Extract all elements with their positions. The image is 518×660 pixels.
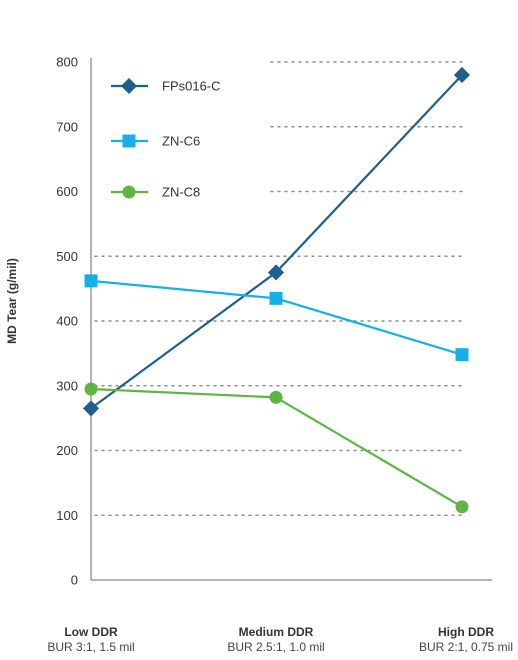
legend-item-0: FPs016-C	[111, 77, 221, 95]
series-0	[82, 66, 471, 417]
y-tick-label-0: 0	[71, 573, 78, 588]
data-point-1-2	[455, 348, 469, 362]
y-tick-label-400: 400	[56, 314, 78, 329]
legend-item-1: ZN-C6	[111, 134, 200, 149]
y-tick-label-200: 200	[56, 443, 78, 458]
x-category-subtitle-1: BUR 2.5:1, 1.0 mil	[227, 640, 324, 654]
x-category-subtitle-2: BUR 2:1, 0.75 mil	[419, 640, 513, 654]
y-tick-label-100: 100	[56, 508, 78, 523]
data-point-0-0	[82, 400, 100, 417]
legend: FPs016-C ZN-C6 ZN-C8	[111, 77, 221, 200]
y-axis-label: MD Tear (g/mil)	[5, 258, 19, 344]
x-category-title-1: Medium DDR	[239, 625, 314, 639]
y-tick-label-600: 600	[56, 184, 78, 199]
data-point-0-2	[453, 66, 471, 84]
legend-label-1: ZN-C6	[162, 134, 200, 149]
y-tick-label-500: 500	[56, 249, 78, 264]
gridlines	[94, 61, 463, 516]
y-tick-labels: 0 100 200 300 400 500 600 700 800	[56, 55, 78, 588]
data-point-2-1	[269, 390, 283, 404]
data-point-0-1	[267, 264, 285, 281]
axes	[90, 58, 492, 581]
data-point-2-2	[455, 500, 469, 514]
series-lines	[82, 66, 471, 514]
legend-item-2: ZN-C8	[111, 185, 200, 200]
series-1	[84, 274, 469, 362]
data-point-2-0	[84, 382, 98, 396]
legend-label-0: FPs016-C	[162, 79, 221, 94]
legend-marker-1	[122, 134, 136, 148]
x-category-title-2: High DDR	[438, 625, 494, 639]
legend-marker-0	[120, 77, 138, 95]
y-tick-label-700: 700	[56, 119, 78, 134]
x-category-subtitle-0: BUR 3:1, 1.5 mil	[47, 640, 134, 654]
y-tick-label-800: 800	[56, 55, 78, 70]
data-point-1-1	[269, 291, 283, 305]
series-2	[84, 382, 469, 514]
data-point-1-0	[84, 274, 98, 288]
series-line-2	[90, 387, 463, 508]
series-line-0	[90, 74, 463, 410]
y-tick-label-300: 300	[56, 378, 78, 393]
legend-marker-2	[122, 185, 136, 199]
legend-label-2: ZN-C8	[162, 185, 200, 200]
x-category-title-0: Low DDR	[64, 625, 118, 639]
